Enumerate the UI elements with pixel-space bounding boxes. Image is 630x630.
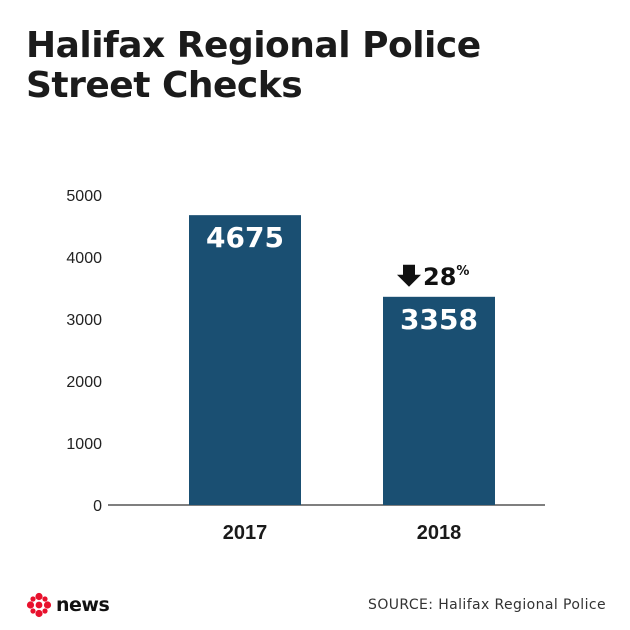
cbc-news-logo: news bbox=[26, 592, 110, 618]
chart-title-line-1: Halifax Regional Police bbox=[26, 25, 481, 66]
chart-title: Halifax Regional Police Street Checks bbox=[26, 26, 481, 106]
bar-2017 bbox=[189, 215, 301, 505]
gem-petal bbox=[26, 601, 35, 609]
bar-2018 bbox=[383, 296, 495, 505]
y-tick-label: 3000 bbox=[66, 312, 102, 329]
gem-petal bbox=[35, 609, 43, 618]
chart-title-line-2: Street Checks bbox=[26, 65, 303, 106]
bar-value-label: 4675 bbox=[206, 221, 284, 254]
bar-value-label: 3358 bbox=[400, 303, 478, 336]
source-note: SOURCE: Halifax Regional Police bbox=[368, 597, 606, 613]
bar-chart: 0 1000 2000 3000 4000 5000 4675 2017 3358 2018 28% bbox=[66, 188, 545, 544]
down-arrow-icon bbox=[397, 264, 421, 287]
y-tick-label: 5000 bbox=[66, 188, 102, 205]
gem-petal bbox=[42, 608, 48, 614]
gem-center bbox=[35, 601, 43, 609]
gem-petal bbox=[30, 608, 36, 614]
x-category-label: 2018 bbox=[417, 522, 462, 544]
gem-petal bbox=[43, 601, 52, 609]
y-tick-label: 4000 bbox=[66, 250, 102, 267]
gem-petal bbox=[35, 592, 43, 601]
source-label: SOURCE: bbox=[368, 597, 434, 613]
y-tick-label: 1000 bbox=[66, 436, 102, 453]
change-unit: % bbox=[456, 264, 469, 279]
y-tick-label: 2000 bbox=[66, 374, 102, 391]
logo-text: news bbox=[56, 594, 110, 616]
cbc-gem-icon bbox=[26, 592, 52, 618]
x-category-label: 2017 bbox=[223, 522, 268, 544]
y-tick-label: 0 bbox=[93, 498, 102, 515]
gem-petal bbox=[42, 596, 48, 602]
change-annotation: 28% bbox=[423, 263, 469, 291]
source-text: Halifax Regional Police bbox=[438, 597, 606, 613]
gem-petal bbox=[30, 596, 36, 602]
